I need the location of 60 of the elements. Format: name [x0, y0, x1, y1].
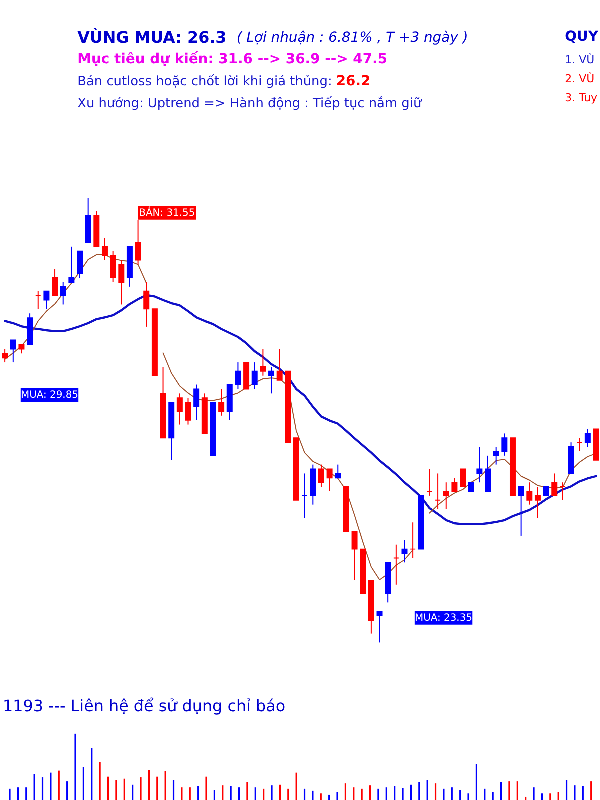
candlestick: [518, 486, 524, 536]
text: 2. VÙ: [565, 72, 595, 86]
candlestick: [435, 473, 442, 510]
candlestick: [44, 290, 50, 310]
text: 26.2: [336, 74, 371, 90]
candlestick: [110, 250, 116, 283]
candlestick: [402, 540, 408, 564]
candlestick: [77, 250, 84, 279]
text: Xu hướng: Uptrend => Hành động : Tiếp tục nắm giữ: [78, 95, 422, 112]
candlestick: [410, 522, 416, 559]
text: 1193 --- Liên hệ để sử dụng chỉ báo: [2, 696, 286, 716]
text: VÙNG MUA: 26.3: [78, 28, 227, 47]
candlestick: [335, 464, 342, 479]
candlestick: [502, 433, 508, 456]
candlestick: [276, 348, 283, 381]
candlestick: [576, 438, 583, 452]
candlestick: [52, 268, 58, 296]
candlestick: [144, 282, 150, 328]
candlestick: [218, 388, 225, 416]
candlestick: [60, 282, 66, 306]
annotation: BÁN: 31.55: [139, 206, 196, 219]
candlestick: [560, 482, 566, 501]
candlestick: [452, 478, 458, 492]
candlestick: [552, 473, 558, 496]
candlestick: [268, 366, 275, 394]
text: Bán cutloss hoặc chốt lời khi giá thủng:: [78, 74, 332, 90]
candlestick: [485, 455, 492, 492]
annotation: MUA: 23.35: [415, 612, 472, 624]
candlestick: [118, 260, 125, 306]
candlestick: [302, 473, 308, 519]
text: Mục tiêu dự kiến: 31.6 --> 36.9 --> 47.5: [78, 50, 388, 68]
candlestick: [526, 482, 533, 506]
candlestick: [235, 362, 242, 390]
candlestick: [318, 464, 324, 488]
candlestick: [326, 468, 333, 492]
candlestick: [443, 482, 450, 510]
candlestick: [35, 290, 42, 310]
candlestick: [584, 428, 591, 448]
candlestick: [10, 340, 16, 364]
candlestick: [534, 486, 541, 519]
candlestick: [460, 468, 466, 488]
annotation: MUA: 29.85: [21, 390, 78, 402]
text: QUY: [565, 28, 600, 45]
candlestick: [393, 544, 400, 586]
candlestick: [2, 348, 8, 364]
candlestick: [185, 398, 192, 426]
candlestick: [352, 531, 358, 581]
candlestick: [194, 384, 200, 421]
candlestick: [376, 611, 383, 644]
text: ( Lợi nhuận : 6.81% , T +3 ngày ): [236, 30, 468, 46]
text: 1. VÙ: [565, 52, 595, 67]
candlestick: [426, 468, 433, 496]
candlestick: [102, 238, 108, 261]
candlestick: [252, 362, 258, 390]
candlestick: [476, 446, 483, 484]
text: 3. Tuy: [565, 92, 598, 104]
candlestick: [176, 393, 183, 426]
candlestick: [68, 246, 75, 283]
candlestick: [260, 348, 266, 376]
candlestick: [493, 446, 500, 466]
